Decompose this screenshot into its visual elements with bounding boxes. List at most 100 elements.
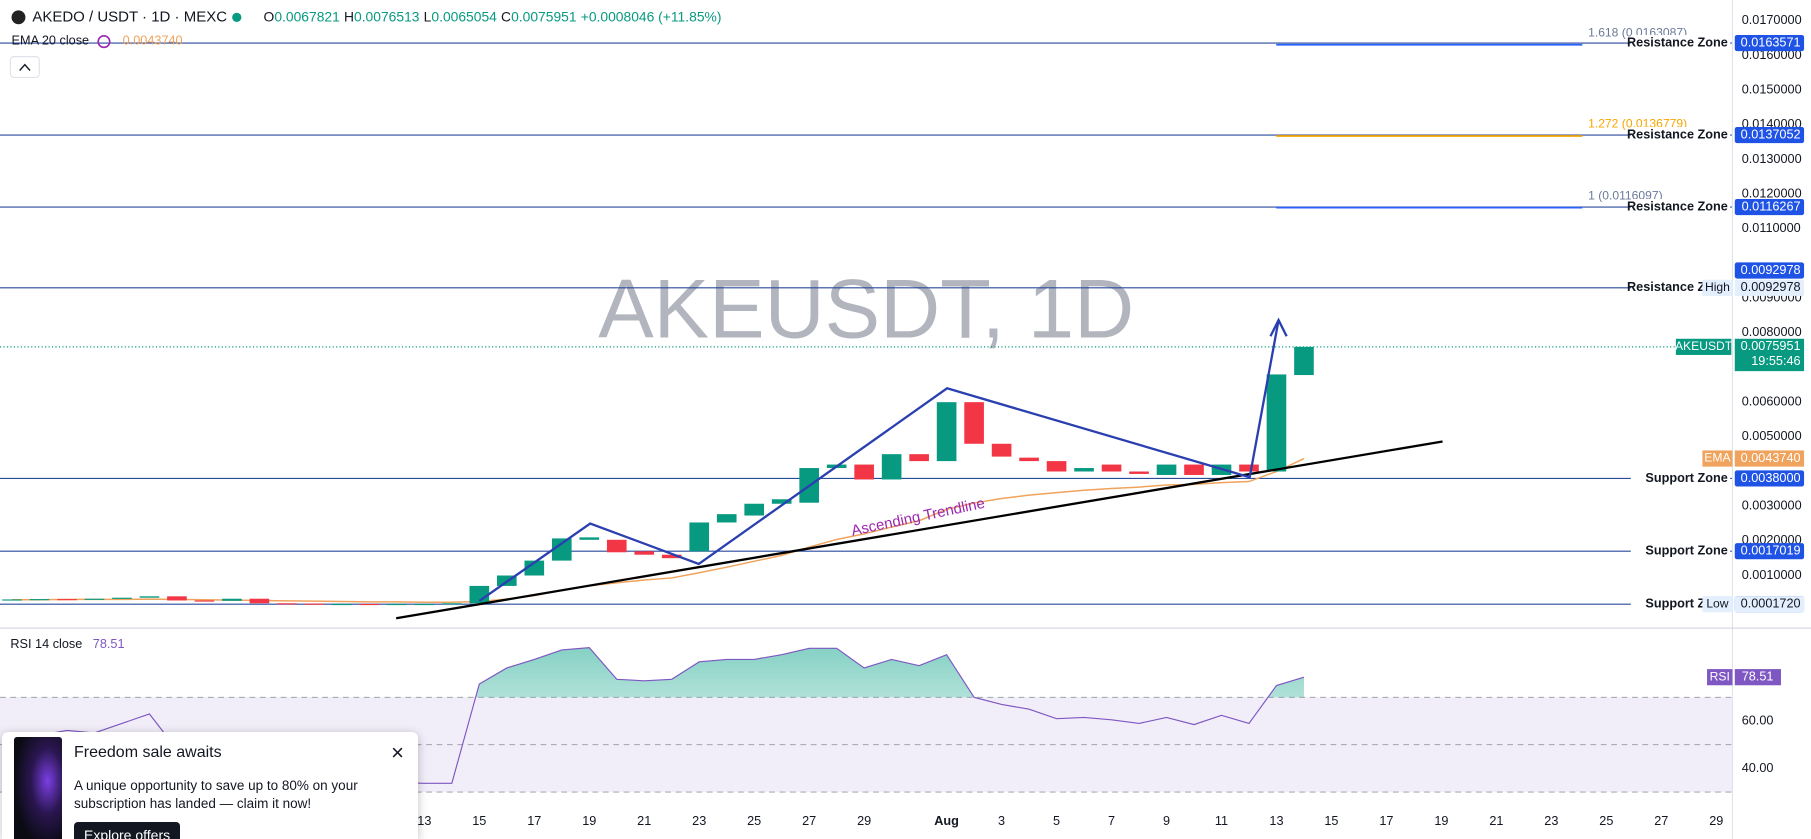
popup-close[interactable]: × [391,740,404,765]
candle-body [414,603,435,606]
candle-body [661,554,682,559]
level-label: Support Zone [1645,471,1727,485]
low-value: 0.0001720 [1741,597,1801,611]
candle-body [1101,464,1122,472]
candle-body [524,560,545,576]
candle-body [1294,346,1314,376]
level-badge [1734,199,1805,216]
candle-body [606,539,627,553]
ohlc-value: 0.0067821 [274,8,340,24]
candle-body [194,600,215,602]
candle-body [1184,464,1204,475]
status-dot [232,12,242,22]
rsi-tick-label: 60.00 [1742,713,1774,727]
level-badge-value: 0.0163571 [1741,35,1801,49]
level-badge-value: 0.0017019 [1741,544,1801,558]
collapse-button[interactable] [9,56,40,79]
promo-image [14,737,62,839]
ohlc-key: L [424,8,432,24]
rsi-badge-name: RSI [1710,669,1730,683]
x-tick-label: 7 [1108,814,1115,828]
candle-body [29,599,50,601]
popup-body: A unique opportunity to save up to 80% o… [74,778,358,811]
x-tick-label: 21 [1489,814,1503,828]
rsi-value: 78.51 [93,637,125,651]
plot-layer: 1.618 (0.0163087)1.272 (0.0136779)1 (0.0… [0,25,1733,793]
y-tick-label: 0.0010000 [1742,568,1802,582]
x-tick-label: 11 [1215,814,1228,828]
y-tick-label: 0.0120000 [1742,187,1802,201]
ohlc-value: 0.0076513 [354,8,420,24]
x-tick-label: 5 [1053,814,1060,828]
rsi-badge-value: 78.51 [1742,670,1774,684]
level-badge-value: 0.0092978 [1741,263,1801,277]
low-label-bg [1702,596,1733,613]
popup-title: Freedom sale awaits [74,744,222,761]
level-badge [1734,126,1805,144]
level-badge-value: 0.0137052 [1741,127,1801,141]
y-tick-label: 0.0030000 [1742,499,1802,513]
candle-body [359,603,380,606]
fib-label: 1 (0.0116097) [1588,188,1663,202]
promo-popup: Freedom sale awaits A unique opportunity… [2,732,418,839]
ema-badge-name: EMA [1704,451,1731,465]
level-label-bg [1630,543,1731,560]
pattern-line [478,319,1280,602]
candle-body [689,522,710,552]
candle-body [277,603,297,605]
background-layer: AKEUSDT, 1D [598,262,1134,355]
x-tick-label: 19 [582,814,596,828]
candle-body [139,596,160,598]
level-badge [1734,262,1805,279]
price-badge: 0.0075951 [1741,339,1801,353]
ohlc-value: 0.0075951 [511,8,577,24]
ema-badge-name-bg [1702,450,1733,467]
ema-badge-value: 0.0043740 [1741,451,1801,465]
low-value-bg [1734,596,1805,613]
candle-body [304,603,325,605]
change: +0.0008046 (+11.85%) [581,8,722,24]
candle-body [634,551,655,555]
x-tick-label: Aug [934,814,959,828]
ohlc-key: H [344,8,354,24]
x-tick-label: 15 [1324,814,1338,828]
x-tick-label: 27 [802,814,816,828]
y-tick-label: 0.0170000 [1742,13,1802,27]
x-tick-label: 13 [1269,814,1283,828]
level-badge-value: 0.0038000 [1741,471,1801,485]
candle-body [112,597,132,599]
level-label: Resistance Zone [1627,199,1728,213]
candle-body [249,598,270,604]
x-tick-label: 29 [857,814,871,828]
candle-body [1266,374,1287,472]
y-tick-label: 0.0060000 [1742,395,1802,409]
header-line: AKEDO / USDT · 1D · MEXC O0.0067821 H0.0… [32,8,721,25]
candle-body [222,598,242,601]
level-label-bg [1630,470,1731,487]
candle-body [1239,464,1259,472]
candle-body [387,603,407,606]
arrow-head [1269,317,1288,337]
x-tick-label: 9 [1163,814,1170,828]
x-tick-label: 23 [692,814,706,828]
candle-body [332,603,352,606]
candle-body [991,443,1012,457]
ema-icon [97,35,111,49]
candle-body [57,599,77,601]
candle-body [936,402,957,462]
candle-body [1156,464,1177,475]
x-tick-label: 29 [1709,814,1723,828]
candle-body [1046,461,1067,472]
candle-body [881,454,902,480]
y-tick-label: 0.0110000 [1742,221,1801,235]
candle-body [1129,471,1149,474]
y-tick-label: 0.0080000 [1742,325,1802,339]
symbol-icon [11,10,26,25]
level-badge [1734,35,1805,52]
high-label: High [1705,280,1730,294]
rsi-name: RSI 14 close [10,637,82,651]
popup-button[interactable]: Explore offers [74,822,181,839]
low-label: Low [1706,596,1728,610]
